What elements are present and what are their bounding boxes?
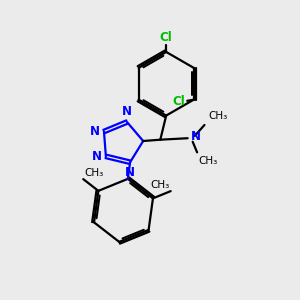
Text: CH₃: CH₃ bbox=[151, 180, 170, 190]
Text: CH₃: CH₃ bbox=[208, 111, 227, 121]
Text: Cl: Cl bbox=[160, 31, 172, 44]
Text: N: N bbox=[122, 105, 132, 118]
Text: CH₃: CH₃ bbox=[84, 168, 104, 178]
Text: CH₃: CH₃ bbox=[198, 156, 217, 166]
Text: N: N bbox=[125, 167, 135, 179]
Text: N: N bbox=[92, 150, 102, 163]
Text: N: N bbox=[90, 125, 100, 138]
Text: Cl: Cl bbox=[173, 94, 185, 108]
Text: N: N bbox=[191, 130, 201, 143]
